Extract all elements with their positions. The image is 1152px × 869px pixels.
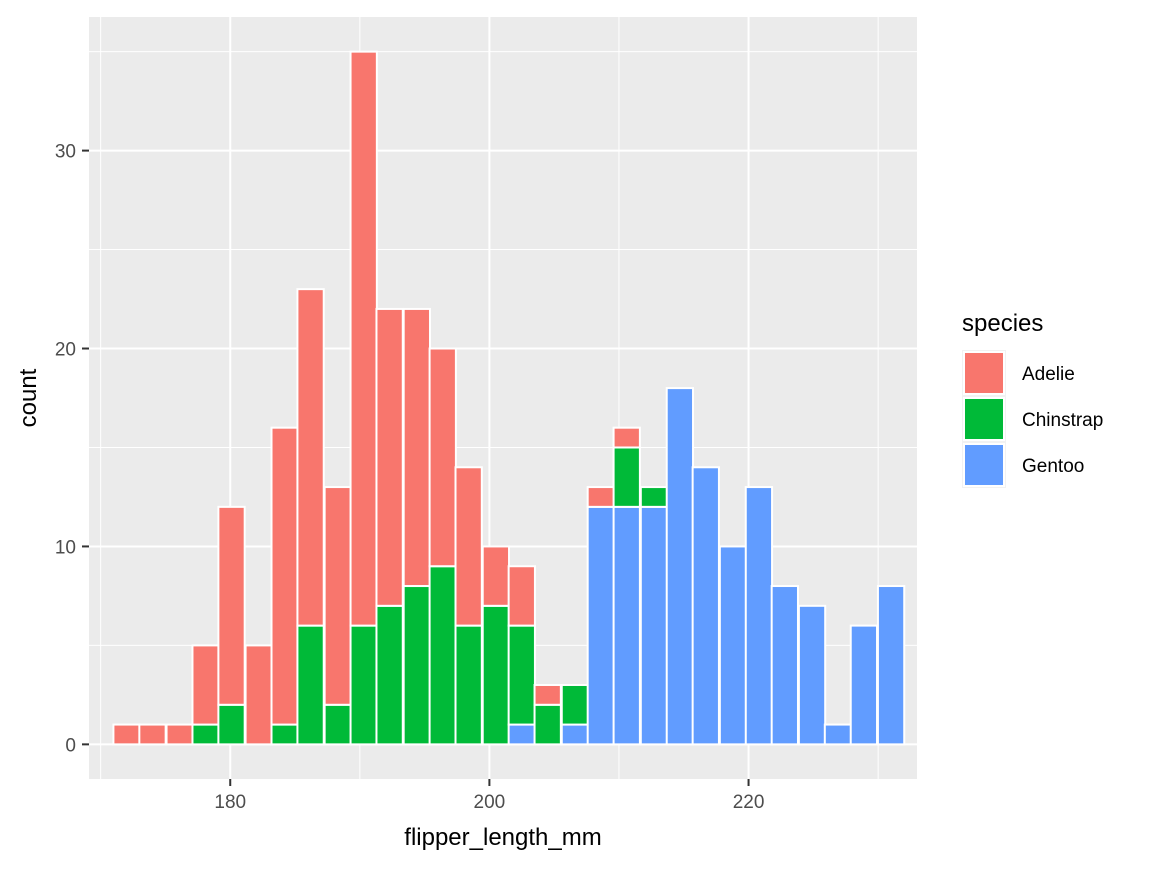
legend-swatch-adelie <box>963 351 1005 395</box>
x-tick-label: 200 <box>474 792 506 813</box>
bar-adelie <box>507 565 536 627</box>
x-tick-label: 220 <box>733 792 765 813</box>
bar-adelie <box>612 426 641 449</box>
y-tick-label: 30 <box>55 142 76 163</box>
bar-gentoo <box>744 486 774 746</box>
bar-chinstrap <box>217 703 246 746</box>
bar-chinstrap <box>533 703 562 746</box>
bar-gentoo <box>770 585 799 746</box>
legend-swatch-chinstrap <box>963 397 1005 441</box>
bar-gentoo <box>691 466 720 746</box>
bar-gentoo <box>507 723 536 746</box>
legend-label-chinstrap: Chinstrap <box>1022 410 1103 431</box>
bar-gentoo <box>612 505 641 746</box>
bar-gentoo <box>560 723 590 746</box>
bar-adelie <box>217 505 246 706</box>
bar-chinstrap <box>375 604 404 746</box>
legend: species Adelie Chinstrap Gentoo <box>962 310 1103 488</box>
bar-gentoo <box>665 387 695 746</box>
y-axis: 0 10 20 30 <box>55 142 89 756</box>
bar-chinstrap <box>481 604 511 746</box>
bar-adelie <box>533 683 562 706</box>
bar-gentoo <box>639 505 669 746</box>
bar-adelie <box>454 466 483 627</box>
bar-chinstrap <box>560 683 590 726</box>
legend-label-gentoo: Gentoo <box>1022 456 1084 477</box>
legend-swatch-gentoo <box>963 443 1005 487</box>
x-axis-title: flipper_length_mm <box>404 824 601 851</box>
bar-chinstrap <box>454 624 483 746</box>
y-tick-label: 0 <box>65 735 76 756</box>
bar-gentoo <box>718 545 748 746</box>
bar-chinstrap <box>428 565 457 746</box>
bar-chinstrap <box>349 624 378 746</box>
bar-gentoo <box>876 585 906 746</box>
bar-adelie <box>323 486 352 706</box>
bar-adelie <box>112 723 141 746</box>
bar-adelie <box>270 426 299 726</box>
bar-adelie <box>586 486 615 508</box>
bars-layer <box>112 50 906 746</box>
y-tick-label: 20 <box>55 340 76 361</box>
bar-adelie <box>375 307 404 607</box>
bar-adelie <box>481 545 511 607</box>
x-axis: 180 200 220 <box>214 779 764 813</box>
bar-chinstrap <box>296 624 325 746</box>
y-axis-title: count <box>15 368 42 427</box>
bar-chinstrap <box>323 703 352 746</box>
bar-adelie <box>165 723 194 746</box>
bar-gentoo <box>823 723 853 746</box>
bar-adelie <box>244 644 273 746</box>
bar-gentoo <box>849 624 879 746</box>
bar-adelie <box>296 288 325 627</box>
bar-chinstrap <box>639 486 669 508</box>
bar-adelie <box>402 307 431 588</box>
bar-chinstrap <box>612 446 641 508</box>
bar-chinstrap <box>402 585 431 746</box>
bar-adelie <box>349 50 378 627</box>
legend-title: species <box>962 310 1043 337</box>
bar-adelie <box>191 644 220 726</box>
y-tick-label: 10 <box>55 537 76 558</box>
x-tick-label: 180 <box>214 792 246 813</box>
bar-adelie <box>138 723 167 746</box>
bar-chinstrap <box>507 624 536 726</box>
bar-gentoo <box>797 604 827 746</box>
bar-adelie <box>428 347 457 568</box>
bar-gentoo <box>586 505 615 746</box>
legend-label-adelie: Adelie <box>1022 364 1075 385</box>
bar-chinstrap <box>270 723 299 746</box>
bar-chinstrap <box>191 723 220 746</box>
